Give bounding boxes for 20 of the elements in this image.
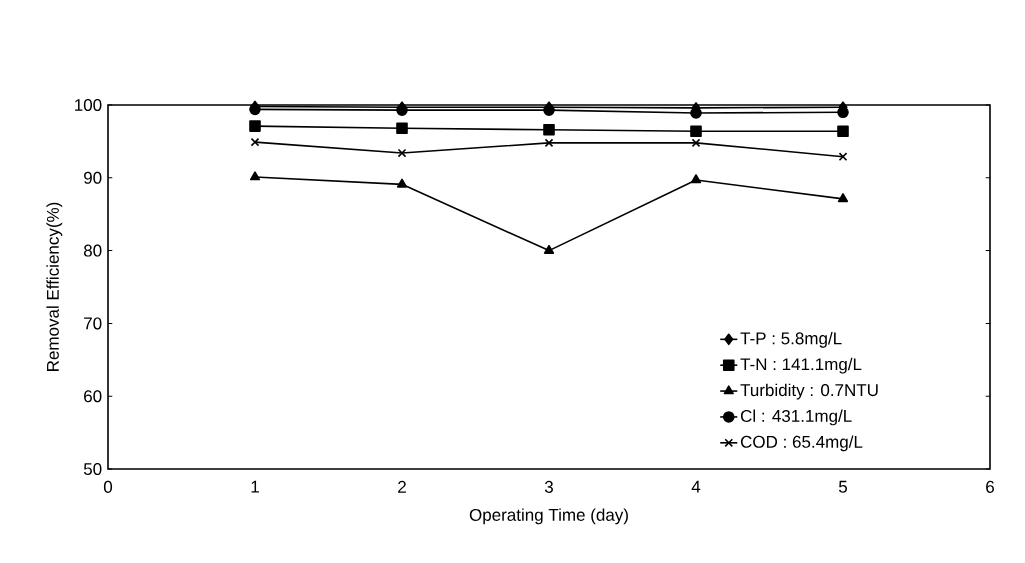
x-tick-label: 5 xyxy=(838,480,848,493)
x-axis-title: Operating Time (day) xyxy=(469,508,628,525)
y-tick-label: 50 xyxy=(83,462,102,476)
legend-label: T-N : 141.1mg/L xyxy=(740,357,862,374)
y-tick-label: 100 xyxy=(75,98,102,112)
y-tick-label: 70 xyxy=(84,317,102,330)
x-tick-label: 2 xyxy=(398,480,406,493)
x-tick-label: 0 xyxy=(103,480,113,493)
y-tick-label: 80 xyxy=(83,244,102,257)
legend-label: Cl : 431.1mg/L xyxy=(740,409,852,426)
legend-label: T-P : 5.8mg/L xyxy=(740,331,842,348)
legend-label: Turbidity : 0.7NTU xyxy=(740,383,878,400)
legend-label: COD : 65.4mg/L xyxy=(740,435,863,452)
y-axis-title: Removal Efficiency(%) xyxy=(46,202,63,371)
x-tick-label: 4 xyxy=(691,480,701,493)
x-tick-label: 1 xyxy=(251,480,259,493)
x-tick-label: 3 xyxy=(544,480,553,493)
y-tick-label: 60 xyxy=(84,390,102,403)
y-tick-label: 90 xyxy=(84,171,102,184)
x-tick-label: 6 xyxy=(986,480,994,493)
